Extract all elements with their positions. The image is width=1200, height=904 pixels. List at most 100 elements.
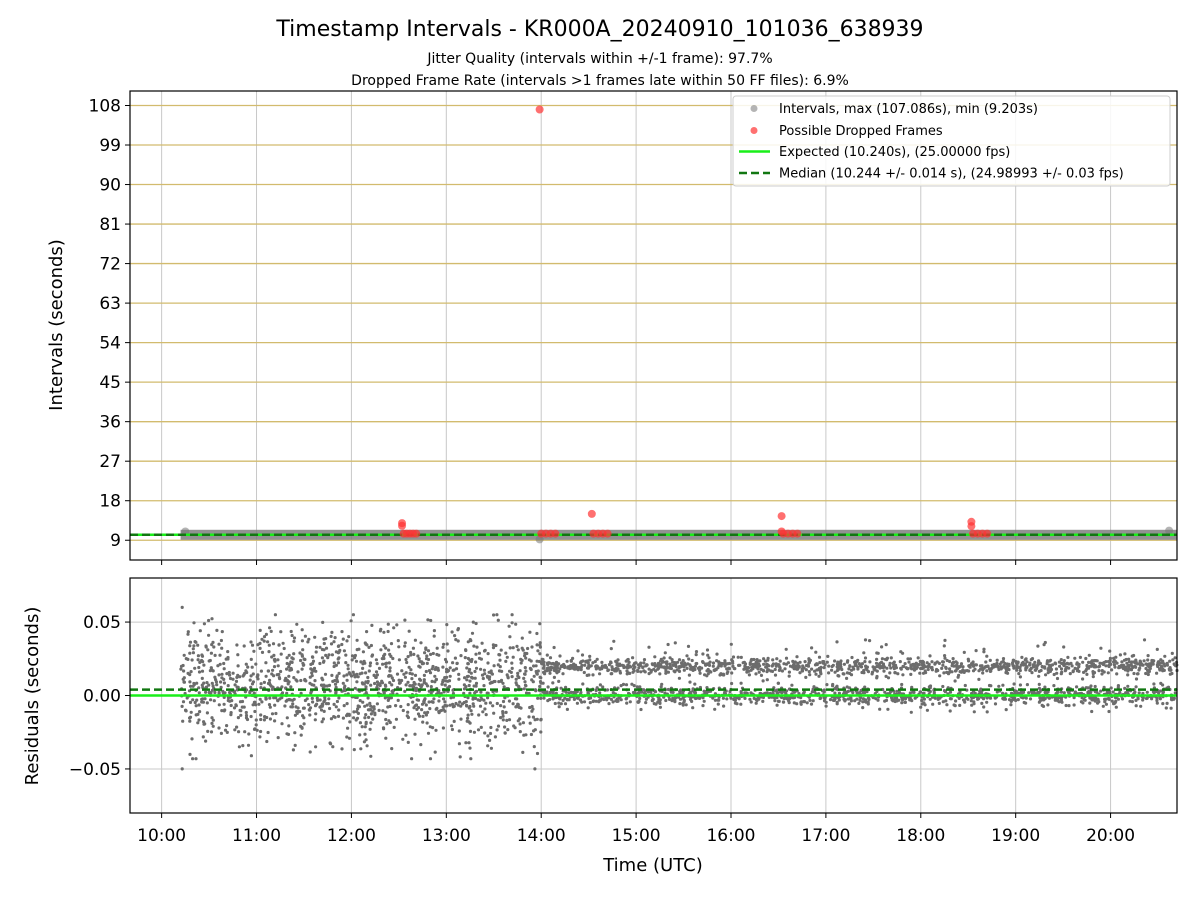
residual-point (376, 702, 379, 705)
residual-point (314, 712, 317, 715)
residual-point (181, 705, 184, 708)
residual-point (331, 745, 334, 748)
residual-point (1130, 660, 1133, 663)
residual-point (830, 669, 833, 672)
residual-point (740, 692, 743, 695)
residual-point (1169, 673, 1172, 676)
residual-point (210, 730, 213, 733)
residual-point (321, 656, 324, 659)
residual-point (256, 674, 259, 677)
residual-point (766, 678, 769, 681)
residual-point (237, 664, 240, 667)
residual-point (1124, 691, 1127, 694)
residual-point (251, 682, 254, 685)
residual-point (1000, 661, 1003, 664)
residual-point (561, 672, 564, 675)
residual-point (432, 697, 435, 700)
residual-point (408, 666, 411, 669)
residual-point (619, 671, 622, 674)
residual-point (346, 702, 349, 705)
residual-point (766, 659, 769, 662)
residual-point (561, 665, 564, 668)
residual-point (839, 659, 842, 662)
residual-point (366, 744, 369, 747)
residual-point (458, 701, 461, 704)
residual-point (864, 638, 867, 641)
residual-point (553, 646, 556, 649)
residual-point (516, 672, 519, 675)
residual-point (1136, 672, 1139, 675)
residual-point (353, 748, 356, 751)
residual-point (596, 658, 599, 661)
residual-point (941, 660, 944, 663)
residual-point (785, 657, 788, 660)
residual-point (842, 672, 845, 675)
residual-point (343, 649, 346, 652)
residual-point (264, 661, 267, 664)
residual-point (331, 680, 334, 683)
residual-point (837, 674, 840, 677)
residual-point (483, 731, 486, 734)
intervals-y-tick-label: 54 (99, 334, 121, 354)
residual-point (924, 703, 927, 706)
residual-point (1159, 682, 1162, 685)
residual-point (196, 721, 199, 724)
residual-point (952, 665, 955, 668)
residual-point (492, 613, 495, 616)
residual-point (321, 648, 324, 651)
residual-point (398, 658, 401, 661)
residual-point (332, 640, 335, 643)
residual-point (1060, 672, 1063, 675)
residual-point (192, 647, 195, 650)
residual-point (930, 660, 933, 663)
residual-point (281, 691, 284, 694)
residual-point (527, 715, 530, 718)
residual-point (1019, 669, 1022, 672)
residual-point (855, 698, 858, 701)
residual-point (343, 685, 346, 688)
residual-point (989, 669, 992, 672)
residual-point (919, 690, 922, 693)
residual-point (1127, 658, 1130, 661)
residual-point (289, 668, 292, 671)
residual-point (270, 655, 273, 658)
residual-point (845, 677, 848, 680)
residual-point (601, 697, 604, 700)
residual-point (1147, 670, 1150, 673)
residual-point (328, 707, 331, 710)
residual-point (906, 657, 909, 660)
residual-point (220, 709, 223, 712)
residual-point (699, 672, 702, 675)
residual-point (299, 659, 302, 662)
residual-point (315, 650, 318, 653)
residual-point (266, 640, 269, 643)
residual-point (200, 659, 203, 662)
residual-point (459, 755, 462, 758)
residual-point (490, 681, 493, 684)
residual-point (899, 667, 902, 670)
residual-point (415, 687, 418, 690)
residual-point (862, 697, 865, 700)
residual-point (943, 639, 946, 642)
residual-point (337, 715, 340, 718)
residual-point (944, 666, 947, 669)
residual-point (223, 681, 226, 684)
residual-point (319, 698, 322, 701)
residual-point (1063, 691, 1066, 694)
residual-point (340, 643, 343, 646)
residual-point (1029, 697, 1032, 700)
residual-point (1107, 710, 1110, 713)
residual-point (868, 660, 871, 663)
residual-point (1082, 671, 1085, 674)
residual-point (826, 655, 829, 658)
residual-point (434, 729, 437, 732)
residual-point (989, 659, 992, 662)
residual-point (644, 664, 647, 667)
residual-point (852, 666, 855, 669)
residual-point (405, 661, 408, 664)
residual-point (252, 650, 255, 653)
residual-point (497, 663, 500, 666)
residual-point (642, 669, 645, 672)
residual-point (518, 717, 521, 720)
residual-point (298, 651, 301, 654)
